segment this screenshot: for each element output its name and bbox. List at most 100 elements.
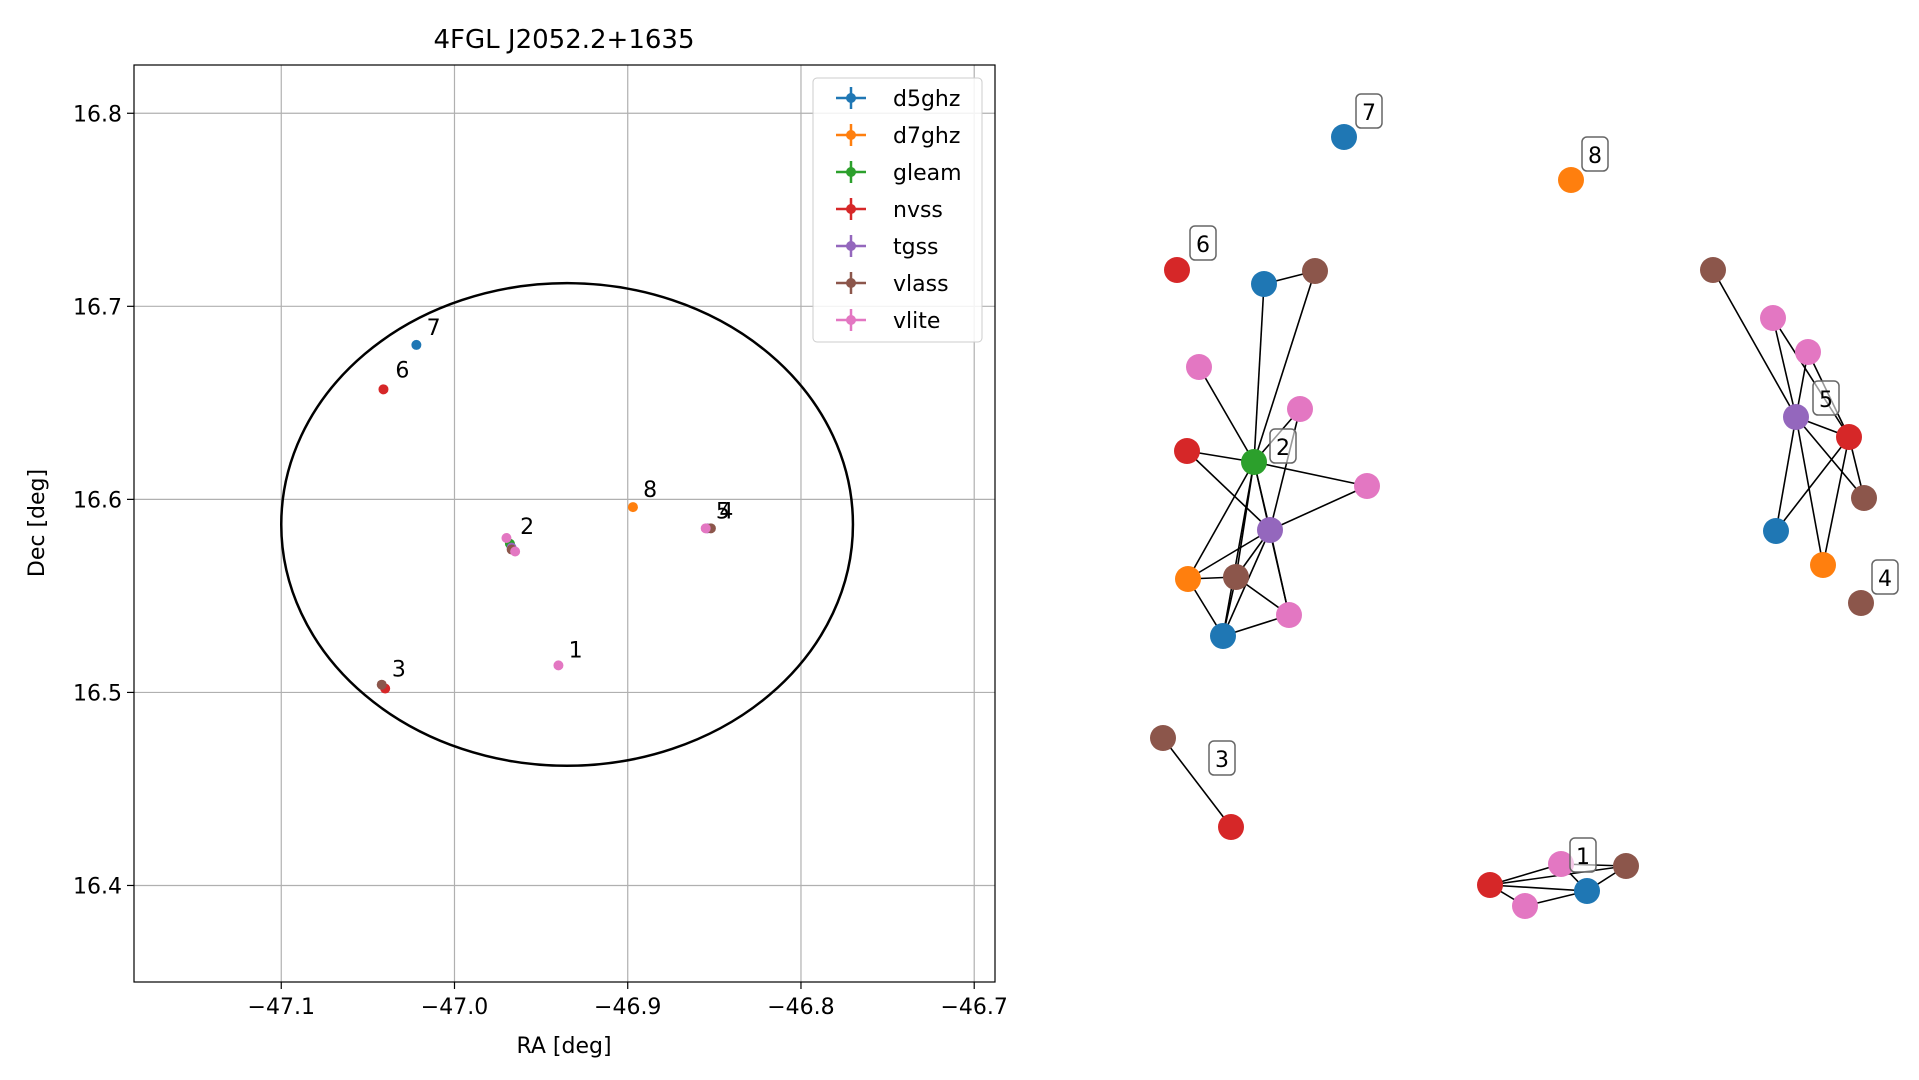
- graph-node-vlass: [1848, 590, 1874, 616]
- y-tick-label: 16.8: [73, 102, 122, 127]
- y-tick-label: 16.4: [73, 874, 122, 899]
- graph-label-box: [1812, 380, 1840, 416]
- axis-ticks: −47.1 −47.0 −46.9 −46.8 −46.7 16.4 16.5 16.6 16.…: [73, 102, 1008, 1020]
- graph-cluster-label: 4: [1878, 567, 1892, 592]
- graph-node-vlite: [1760, 305, 1786, 331]
- cluster-label: 2: [520, 515, 534, 540]
- graph-node-vlass: [1223, 564, 1249, 590]
- legend-marker-d7ghz: [846, 130, 856, 140]
- y-tick-label: 16.5: [73, 681, 122, 706]
- plot-frame: [133, 64, 996, 983]
- graph-edge: [1187, 461, 1255, 580]
- localization-ellipse: [280, 281, 855, 768]
- graph-label-box: [1189, 225, 1217, 261]
- legend-marker-nvss: [846, 204, 856, 214]
- graph-node-nvss: [1164, 257, 1190, 283]
- cluster-label: 6: [395, 358, 409, 383]
- graph-node-gleam: [1241, 449, 1267, 475]
- legend-marker-vlass: [846, 278, 856, 288]
- graph-cluster-labels: 1 2 3 4 5 6 7 8: [1189, 93, 1899, 873]
- graph-node-d5ghz: [1210, 623, 1236, 649]
- graph-label-box: [1269, 428, 1297, 464]
- graph-edge: [1186, 450, 1271, 531]
- cluster-label: 7: [427, 316, 441, 341]
- graph-node-vlite: [1186, 354, 1212, 380]
- network-graph: 1 2 3 4 5 6 7 8: [1150, 93, 1899, 919]
- error-ellipse: [280, 281, 855, 768]
- graph-edge: [1253, 461, 1368, 487]
- graph-edge: [1775, 416, 1797, 532]
- graph-node-vlite: [1512, 893, 1538, 919]
- cluster-label: 1: [569, 638, 583, 663]
- graph-label-box: [1355, 93, 1383, 129]
- graph-node-vlite: [1548, 851, 1574, 877]
- x-tick-label: −47.0: [421, 995, 488, 1020]
- graph-edge: [1822, 436, 1850, 566]
- graph-edge: [1162, 737, 1232, 828]
- graph-label-box: [1871, 559, 1899, 595]
- graph-node-vlite: [1287, 396, 1313, 422]
- graph-node-vlass: [1851, 485, 1877, 511]
- chart-title: 4FGL J2052.2+1635: [434, 25, 695, 55]
- graph-edge: [1795, 416, 1865, 499]
- graph-edge: [1198, 366, 1255, 463]
- graph-edge: [1772, 317, 1850, 438]
- y-tick-label: 16.6: [73, 488, 122, 513]
- legend: d5ghz d7ghz gleam nvss tgss vlass vlite: [812, 77, 983, 343]
- x-tick-label: −46.9: [594, 995, 661, 1020]
- graph-edge: [1269, 408, 1301, 531]
- graph-node-vlass: [1302, 258, 1328, 284]
- graph-cluster-label: 3: [1215, 748, 1229, 773]
- point-nvss: [378, 384, 389, 395]
- graph-node-d5ghz: [1574, 878, 1600, 904]
- graph-cluster-label: 2: [1276, 436, 1290, 461]
- graph-label-box: [1569, 837, 1597, 873]
- x-axis-label: RA [deg]: [516, 1034, 611, 1059]
- cluster-label: 4: [719, 499, 733, 524]
- graph-node-vlite: [1276, 602, 1302, 628]
- point-vlass: [376, 679, 387, 690]
- legend-label-vlite: vlite: [893, 309, 940, 334]
- legend-label-gleam: gleam: [893, 161, 962, 186]
- graph-cluster-label: 1: [1576, 845, 1590, 870]
- graph-node-vlass: [1700, 257, 1726, 283]
- graph-node-d7ghz: [1558, 167, 1584, 193]
- graph-node-vlass: [1150, 725, 1176, 751]
- x-tick-label: −46.7: [941, 995, 1008, 1020]
- legend-marker-vlite: [846, 315, 856, 325]
- legend-label-nvss: nvss: [893, 198, 943, 223]
- x-tick-label: −47.1: [248, 995, 315, 1020]
- data-points: [376, 339, 716, 694]
- point-d5ghz: [411, 339, 422, 350]
- cluster-label: 3: [392, 658, 406, 683]
- graph-edge: [1235, 461, 1255, 578]
- graph-label-box: [1581, 136, 1609, 172]
- cluster-label: 5: [716, 499, 730, 524]
- y-axis-label: Dec [deg]: [25, 469, 50, 577]
- legend-marker-tgss: [846, 241, 856, 251]
- graph-node-d5ghz: [1331, 124, 1357, 150]
- legend-label-d7ghz: d7ghz: [893, 124, 960, 149]
- graph-cluster-label: 6: [1196, 233, 1210, 258]
- graph-edge: [1772, 317, 1797, 418]
- y-tick-label: 16.7: [73, 295, 122, 320]
- graph-node-tgss: [1783, 404, 1809, 430]
- point-vlite: [510, 546, 521, 557]
- graph-edge: [1269, 485, 1368, 531]
- graph-edges: [1162, 269, 1865, 907]
- graph-node-nvss: [1218, 814, 1244, 840]
- legend-label-vlass: vlass: [893, 272, 949, 297]
- graph-edge: [1253, 270, 1316, 463]
- graph-nodes: [1150, 124, 1877, 919]
- cluster-label: 8: [643, 478, 657, 503]
- legend-marker-d5ghz: [846, 93, 856, 103]
- graph-edge: [1187, 529, 1271, 580]
- x-tick-label: −46.8: [767, 995, 834, 1020]
- graph-label-box: [1208, 740, 1236, 776]
- graph-edge: [1775, 436, 1850, 532]
- graph-edge: [1712, 269, 1797, 418]
- graph-edge: [1269, 529, 1290, 616]
